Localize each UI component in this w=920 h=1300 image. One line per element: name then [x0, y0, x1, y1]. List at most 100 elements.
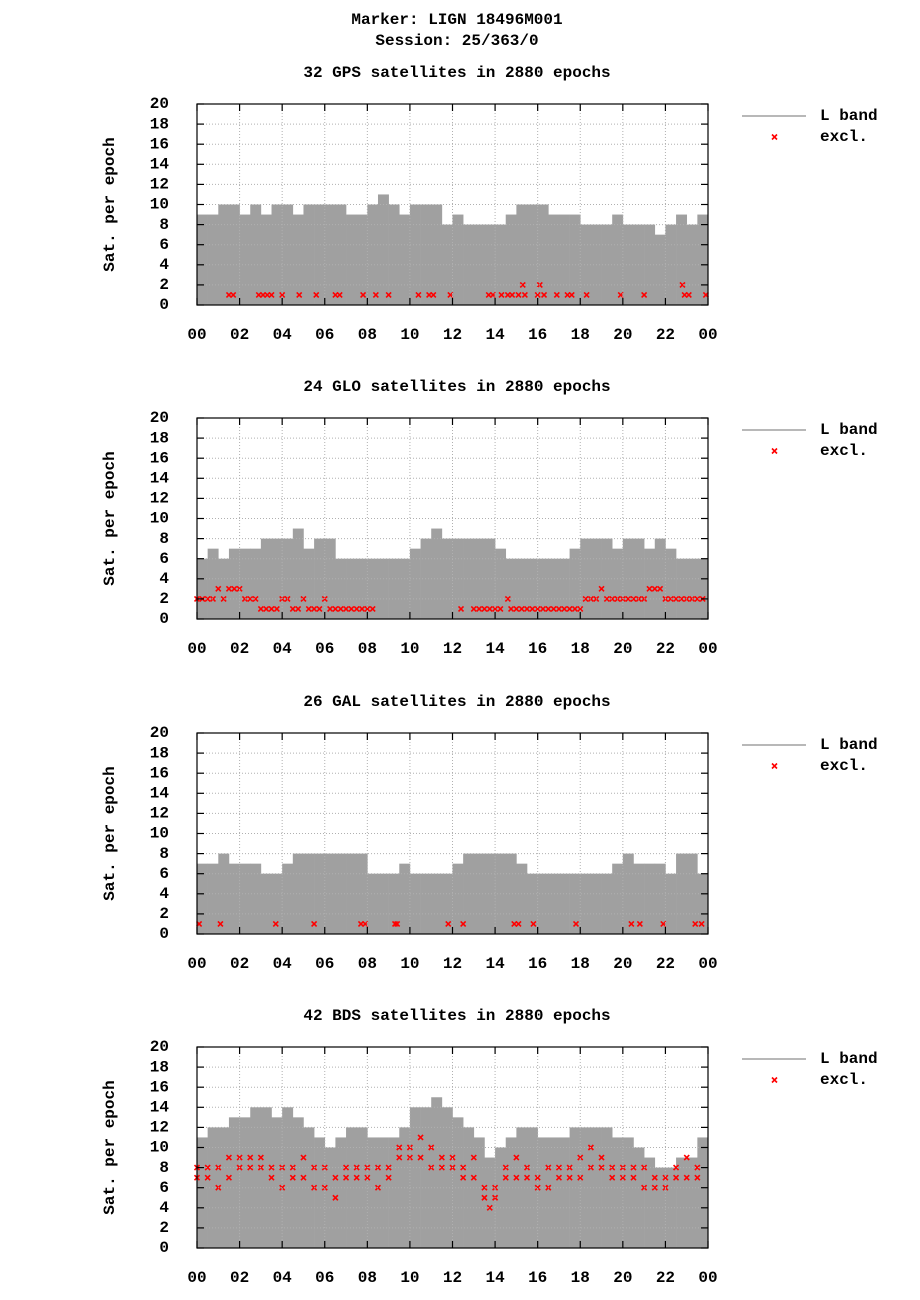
excluded-marker — [321, 1184, 328, 1191]
area-step — [197, 214, 208, 305]
area-step — [271, 1117, 283, 1248]
excluded-marker — [364, 605, 371, 613]
excluded-marker — [577, 1154, 584, 1161]
area-step — [197, 863, 208, 934]
area-step — [612, 548, 624, 619]
excluded-marker — [685, 291, 692, 299]
excluded-marker — [566, 605, 573, 613]
area-step — [228, 863, 240, 934]
excluded-marker — [540, 291, 548, 299]
excluded-marker — [507, 605, 515, 613]
area-step — [239, 863, 251, 934]
excluded-marker — [679, 281, 686, 288]
x-tick-label: 18 — [571, 955, 590, 973]
legend-marker — [771, 762, 778, 770]
y-tick-label: 2 — [159, 590, 169, 608]
y-tick-label: 6 — [159, 236, 169, 254]
area-step — [590, 873, 602, 934]
excluded-marker — [523, 1174, 531, 1181]
x-tick-label: 04 — [273, 1269, 293, 1287]
area-step — [441, 538, 453, 619]
excluded-marker — [257, 1154, 264, 1161]
excluded-marker — [523, 605, 531, 613]
excluded-marker — [406, 1154, 413, 1161]
area-step — [463, 1127, 475, 1248]
x-tick-label: 14 — [485, 955, 505, 973]
area-step — [377, 558, 389, 619]
excluded-marker — [369, 605, 376, 613]
excluded-marker — [247, 595, 254, 602]
area-step — [580, 873, 592, 934]
area-step — [654, 863, 666, 934]
excluded-marker — [692, 920, 699, 928]
y-tick-label: 0 — [159, 925, 169, 943]
area-step — [282, 863, 294, 934]
legend-marker — [771, 447, 778, 455]
area-step — [537, 204, 549, 305]
area-step — [580, 224, 592, 305]
x-tick-label: 04 — [273, 640, 293, 658]
excluded-marker — [295, 605, 302, 613]
area-step — [665, 1167, 677, 1248]
subplot: 32 GPS satellites in 2880 epochs Sat. per… — [101, 64, 877, 344]
y-tick-label: 0 — [159, 296, 169, 314]
excluded-marker — [651, 585, 658, 592]
area-step — [207, 214, 219, 305]
excluded-marker — [348, 605, 355, 613]
excluded-marker — [460, 1164, 467, 1171]
excluded-marker — [672, 1164, 680, 1171]
area-step — [558, 214, 570, 305]
x-tick-label: 06 — [315, 1269, 334, 1287]
area-step — [377, 873, 389, 934]
area-step — [644, 863, 656, 934]
x-tick-label: 10 — [400, 955, 419, 973]
excluded-marker — [561, 605, 568, 613]
area-step — [250, 548, 262, 619]
excluded-marker — [672, 1174, 680, 1181]
excluded-marker — [273, 605, 280, 613]
excluded-marker — [204, 1164, 211, 1171]
area-step — [324, 853, 336, 934]
x-tick-label: 12 — [443, 640, 462, 658]
area-step — [686, 1157, 698, 1248]
area-step — [314, 538, 326, 619]
excluded-marker — [460, 920, 467, 928]
x-tick-label: 04 — [273, 955, 293, 973]
excluded-marker — [204, 595, 211, 602]
y-tick-label: 2 — [159, 276, 169, 294]
excluded-marker — [364, 1174, 371, 1181]
area-step — [505, 214, 517, 305]
area-step — [452, 1117, 464, 1248]
area-step — [409, 204, 421, 305]
x-tick-label: 08 — [358, 955, 377, 973]
area-step — [303, 548, 315, 619]
excluded-marker — [311, 605, 318, 613]
area-step — [463, 853, 475, 934]
y-tick-label: 12 — [150, 490, 169, 508]
area-step — [601, 873, 613, 934]
excluded-marker — [539, 605, 547, 613]
area-step — [388, 1137, 400, 1248]
area-step — [218, 204, 230, 305]
area-step — [441, 873, 453, 934]
area-step — [473, 1137, 485, 1248]
excluded-marker — [513, 1154, 520, 1161]
x-tick-label: 00 — [187, 640, 206, 658]
area-step — [644, 1157, 656, 1248]
excluded-marker — [504, 595, 511, 602]
area-step — [335, 1137, 347, 1248]
area-step — [452, 214, 464, 305]
area-step — [367, 1137, 379, 1248]
excluded-marker — [486, 1204, 493, 1211]
excluded-marker — [609, 595, 616, 602]
subplot-title: 24 GLO satellites in 2880 epochs — [303, 378, 610, 396]
y-tick-label: 6 — [159, 550, 169, 568]
excluded-marker — [571, 605, 578, 613]
excluded-marker — [342, 1174, 350, 1181]
area-step — [399, 863, 411, 934]
x-tick-label: 02 — [230, 640, 249, 658]
excluded-marker — [313, 291, 320, 299]
x-tick-label: 00 — [187, 955, 206, 973]
area-step — [420, 873, 432, 934]
area-step — [431, 204, 443, 305]
